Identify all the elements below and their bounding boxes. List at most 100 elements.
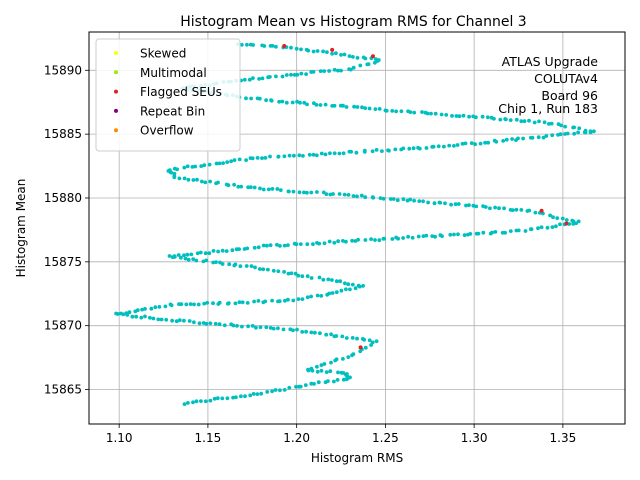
- data-point: [342, 192, 347, 197]
- data-point: [179, 255, 183, 260]
- data-point: [143, 314, 147, 319]
- data-point: [183, 256, 188, 261]
- data-point: [493, 230, 498, 234]
- data-point: [233, 301, 238, 306]
- data-point: [319, 294, 324, 298]
- data-point: [467, 203, 471, 208]
- data-point: [220, 396, 225, 401]
- data-point: [536, 226, 540, 231]
- data-point: [448, 232, 453, 237]
- data-point: [502, 206, 506, 211]
- data-point: [239, 184, 244, 189]
- data-point: [127, 310, 132, 315]
- data-point: [130, 314, 135, 319]
- data-point: [260, 156, 264, 161]
- data-point: [539, 225, 544, 230]
- data-point: [354, 150, 359, 155]
- data-point: [245, 301, 250, 305]
- data-point: [588, 129, 593, 134]
- data-point: [203, 251, 208, 256]
- data-point: [268, 243, 273, 248]
- data-point: [270, 389, 274, 394]
- x-tick-label: 1.20: [283, 431, 310, 445]
- annotation-line: Chip 1, Run 183: [498, 101, 598, 116]
- data-point: [486, 140, 490, 145]
- data-point: [274, 74, 278, 79]
- data-point: [369, 237, 373, 242]
- data-point: [202, 301, 207, 306]
- data-point: [291, 298, 296, 303]
- data-point: [314, 153, 319, 158]
- data-point: [276, 154, 281, 159]
- data-point: [318, 69, 323, 73]
- data-point: [294, 242, 299, 247]
- data-point: [264, 325, 269, 330]
- data-point: [423, 110, 428, 115]
- data-point: [490, 230, 494, 235]
- data-point: [216, 249, 221, 254]
- data-point: [176, 253, 181, 257]
- data-point: [259, 391, 264, 396]
- data-point: [498, 117, 503, 122]
- data-point: [292, 153, 296, 158]
- data-point: [249, 96, 254, 101]
- data-point: [193, 164, 198, 169]
- data-point: [294, 384, 298, 389]
- data-point: [555, 216, 560, 221]
- data-point: [182, 318, 186, 323]
- data-point: [198, 250, 203, 255]
- data-point: [440, 234, 444, 239]
- data-point: [503, 230, 507, 235]
- data-point: [271, 268, 276, 273]
- data-point: [292, 73, 297, 77]
- data-point: [377, 107, 382, 111]
- data-point: [417, 146, 422, 151]
- data-point: [317, 275, 322, 280]
- data-point: [316, 380, 321, 385]
- data-point: [332, 151, 337, 156]
- data-point: [218, 260, 222, 265]
- data-point: [195, 251, 200, 256]
- data-point: [250, 156, 255, 161]
- data-point: [175, 167, 180, 172]
- data-point: [315, 293, 320, 298]
- data-point: [208, 398, 213, 403]
- y-axis-label: Histogram Mean: [14, 179, 28, 278]
- data-point: [344, 287, 348, 292]
- data-point: [456, 202, 461, 206]
- data-point: [301, 154, 305, 158]
- data-point: [311, 49, 316, 54]
- data-point: [406, 234, 410, 239]
- data-point: [257, 77, 261, 81]
- data-point: [264, 98, 268, 103]
- data-point: [258, 325, 263, 330]
- data-point: [245, 246, 250, 251]
- data-point: [252, 299, 256, 304]
- data-point: [164, 317, 169, 322]
- x-tick-label: 1.30: [461, 431, 488, 445]
- data-point: [468, 232, 473, 236]
- data-point: [177, 176, 182, 181]
- data-point: [143, 307, 147, 311]
- data-point: [248, 42, 253, 47]
- data-point: [286, 271, 291, 276]
- data-point: [208, 321, 213, 326]
- data-point: [481, 230, 486, 235]
- data-point: [309, 330, 314, 335]
- flagged-seu-point: [282, 44, 287, 49]
- data-point: [302, 190, 306, 195]
- data-point: [485, 115, 490, 120]
- data-point: [471, 114, 476, 119]
- data-point: [315, 190, 319, 194]
- data-point: [574, 221, 578, 226]
- data-point: [237, 247, 242, 252]
- data-point: [265, 243, 269, 248]
- data-point: [529, 227, 534, 232]
- data-point: [247, 77, 252, 82]
- data-point: [256, 299, 261, 303]
- data-point: [334, 357, 339, 362]
- data-point: [293, 271, 298, 276]
- data-point: [334, 51, 338, 56]
- data-point: [464, 203, 468, 208]
